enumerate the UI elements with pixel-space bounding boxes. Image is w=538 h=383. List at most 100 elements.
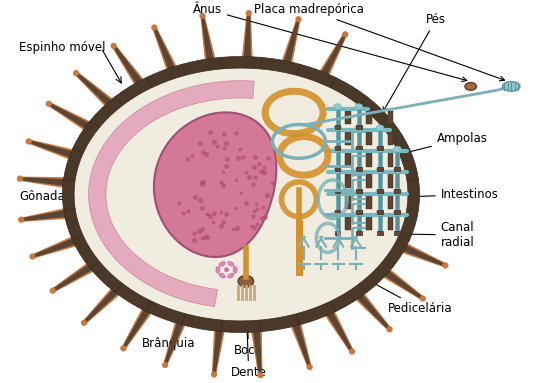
Ellipse shape <box>376 146 384 152</box>
Polygon shape <box>293 322 310 367</box>
Polygon shape <box>48 103 91 131</box>
Polygon shape <box>324 309 353 352</box>
Polygon shape <box>202 16 214 62</box>
Polygon shape <box>221 56 261 69</box>
Polygon shape <box>29 140 74 160</box>
Polygon shape <box>401 245 445 266</box>
Ellipse shape <box>355 167 363 173</box>
FancyBboxPatch shape <box>356 231 362 235</box>
FancyBboxPatch shape <box>345 153 351 167</box>
Ellipse shape <box>343 32 348 37</box>
Text: Placa madrepórica: Placa madrepórica <box>253 3 505 81</box>
FancyBboxPatch shape <box>356 125 362 129</box>
Ellipse shape <box>420 296 425 301</box>
FancyBboxPatch shape <box>388 174 393 188</box>
FancyBboxPatch shape <box>356 146 362 150</box>
Polygon shape <box>213 328 224 375</box>
Ellipse shape <box>393 146 401 152</box>
Ellipse shape <box>355 104 363 110</box>
FancyBboxPatch shape <box>356 210 362 214</box>
FancyBboxPatch shape <box>345 217 351 230</box>
Polygon shape <box>213 328 223 375</box>
Polygon shape <box>62 179 75 210</box>
Polygon shape <box>73 121 100 153</box>
FancyBboxPatch shape <box>394 189 400 193</box>
Ellipse shape <box>228 273 234 278</box>
FancyBboxPatch shape <box>394 210 400 214</box>
Polygon shape <box>112 45 144 87</box>
Ellipse shape <box>216 267 220 273</box>
Polygon shape <box>115 284 152 311</box>
FancyBboxPatch shape <box>335 210 341 214</box>
Ellipse shape <box>376 210 384 216</box>
FancyBboxPatch shape <box>335 231 341 235</box>
Polygon shape <box>153 27 175 71</box>
Ellipse shape <box>82 320 87 325</box>
Ellipse shape <box>334 125 342 131</box>
FancyBboxPatch shape <box>388 111 393 124</box>
Polygon shape <box>356 293 390 330</box>
Polygon shape <box>63 149 83 180</box>
Polygon shape <box>75 72 114 108</box>
Polygon shape <box>113 46 143 85</box>
Ellipse shape <box>443 263 448 268</box>
FancyBboxPatch shape <box>377 231 383 235</box>
FancyBboxPatch shape <box>335 146 341 150</box>
Ellipse shape <box>307 365 312 370</box>
Polygon shape <box>122 306 152 349</box>
FancyBboxPatch shape <box>377 189 383 193</box>
FancyBboxPatch shape <box>345 111 351 124</box>
Polygon shape <box>32 238 77 257</box>
Ellipse shape <box>238 275 253 287</box>
FancyBboxPatch shape <box>345 195 351 209</box>
Ellipse shape <box>387 327 392 332</box>
Polygon shape <box>20 178 66 186</box>
Polygon shape <box>221 320 261 332</box>
Polygon shape <box>32 236 77 258</box>
Polygon shape <box>330 284 367 311</box>
Text: Ampolas: Ampolas <box>398 132 488 156</box>
FancyBboxPatch shape <box>388 217 393 230</box>
Polygon shape <box>321 34 346 77</box>
Polygon shape <box>284 19 299 65</box>
FancyBboxPatch shape <box>335 167 341 171</box>
FancyBboxPatch shape <box>377 167 383 171</box>
Ellipse shape <box>350 349 355 354</box>
Polygon shape <box>399 209 419 240</box>
Ellipse shape <box>26 139 31 144</box>
Polygon shape <box>73 236 100 268</box>
Polygon shape <box>83 288 119 323</box>
Ellipse shape <box>30 254 35 259</box>
Text: Intestinos: Intestinos <box>346 188 499 201</box>
Text: Gônada: Gônada <box>19 174 189 203</box>
Polygon shape <box>52 264 94 291</box>
Polygon shape <box>382 268 423 300</box>
Polygon shape <box>201 16 215 62</box>
FancyBboxPatch shape <box>388 132 393 145</box>
FancyBboxPatch shape <box>366 111 372 124</box>
FancyBboxPatch shape <box>366 217 372 230</box>
FancyBboxPatch shape <box>356 167 362 171</box>
Polygon shape <box>355 292 391 330</box>
Ellipse shape <box>233 267 237 273</box>
Ellipse shape <box>502 82 520 91</box>
Ellipse shape <box>334 210 342 216</box>
Polygon shape <box>244 13 250 60</box>
Ellipse shape <box>393 189 401 195</box>
Polygon shape <box>21 208 68 221</box>
Ellipse shape <box>355 189 363 195</box>
Polygon shape <box>123 308 151 349</box>
Polygon shape <box>383 270 423 299</box>
Text: Pedicelária: Pedicelária <box>329 259 452 315</box>
Ellipse shape <box>74 71 79 75</box>
FancyBboxPatch shape <box>366 132 372 145</box>
Ellipse shape <box>121 346 126 351</box>
Ellipse shape <box>258 373 263 378</box>
Ellipse shape <box>246 11 251 16</box>
Text: Brânquia: Brânquia <box>142 268 224 350</box>
FancyBboxPatch shape <box>366 174 372 188</box>
Ellipse shape <box>162 363 167 367</box>
Polygon shape <box>29 141 74 158</box>
FancyBboxPatch shape <box>366 195 372 209</box>
Polygon shape <box>115 78 152 105</box>
